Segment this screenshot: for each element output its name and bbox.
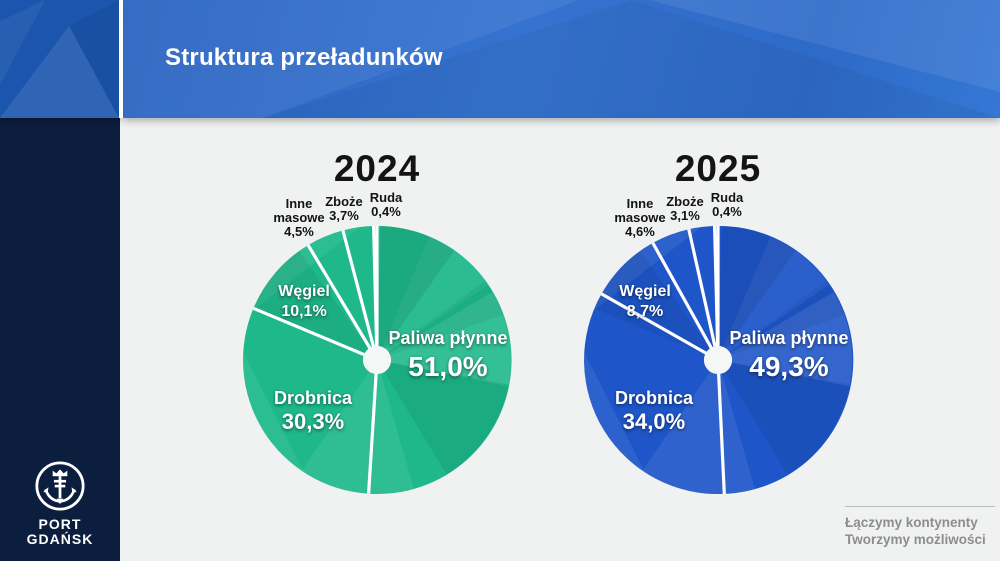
header-bar: Struktura przeładunków: [123, 0, 1000, 118]
slice-label-zboze: Zboże 3,7%: [325, 194, 363, 223]
footer-motto: Łączymy kontynenty Tworzymy możliwości: [845, 506, 995, 548]
slice-label-zboze: Zboże 3,1%: [666, 194, 704, 223]
pie-2024: [243, 225, 512, 494]
slice-label-wegiel: Węgiel 8,7%: [619, 283, 671, 320]
port-gdansk-logo: PORT GDAŃSK: [0, 460, 120, 547]
slice-label-ruda: Ruda 0,4%: [710, 190, 744, 219]
slice-label-inne-masowe: Inne masowe 4,5%: [273, 196, 325, 239]
pie-chart-2025: 2025 Inne masowe 4,6% Zboże 3,1% Ruda 0,…: [568, 140, 868, 535]
slice-label-drobnica: Drobnica 34,0%: [614, 388, 694, 434]
slice-label-ruda: Ruda 0,4%: [369, 190, 403, 219]
slice-label-drobnica: Drobnica 30,3%: [273, 388, 353, 434]
motto-line2: Tworzymy możliwości: [845, 532, 986, 547]
brand-corner: [0, 0, 119, 118]
slice-label-inne-masowe: Inne masowe 4,6%: [614, 196, 666, 239]
page-title: Struktura przeładunków: [165, 44, 443, 71]
brand-name-line2: GDAŃSK: [26, 531, 94, 547]
slice-label-wegiel: Węgiel 10,1%: [278, 283, 330, 320]
pie-chart-2024: 2024 Inne masowe 4,5% Zboże 3,7% Ruda 0,…: [227, 140, 527, 535]
header-divider: [119, 0, 123, 118]
brand-name-line1: PORT: [38, 516, 82, 532]
slice-label-paliwa-plynne: Paliwa płynne 49,3%: [729, 328, 849, 382]
chart-year-title: 2025: [674, 148, 762, 189]
sidebar: PORT GDAŃSK: [0, 118, 120, 561]
motto-line1: Łączymy kontynenty: [845, 515, 978, 530]
pie-2025: [584, 225, 854, 495]
anchor-crown-emblem-icon: [35, 461, 85, 511]
chart-year-title: 2024: [333, 148, 421, 189]
slice-label-paliwa-plynne: Paliwa płynne 51,0%: [388, 328, 508, 382]
